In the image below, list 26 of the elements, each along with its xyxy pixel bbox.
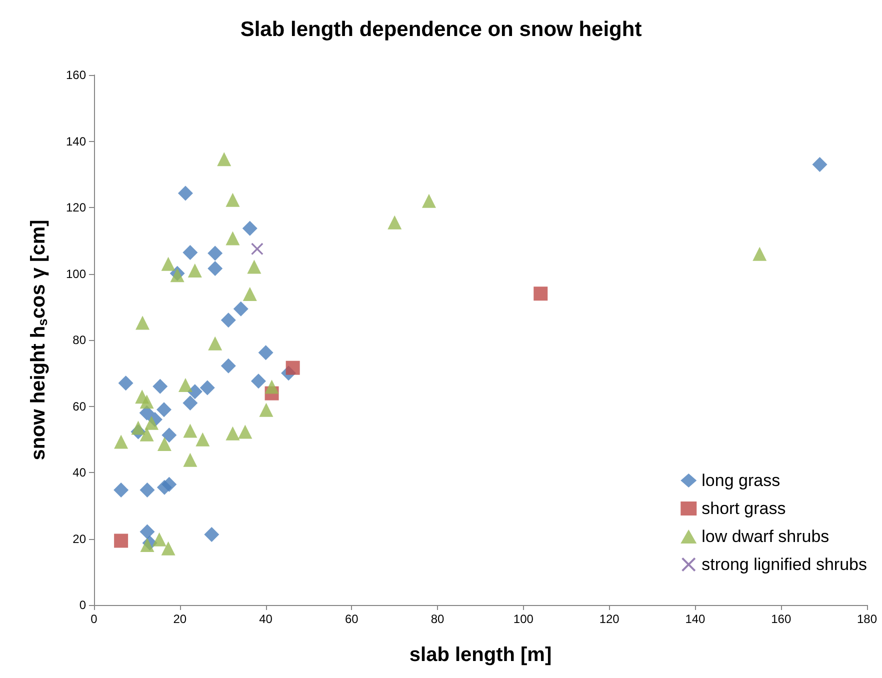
x-tick-label: 40 — [259, 612, 273, 626]
x-tick-label: 160 — [771, 612, 792, 626]
x-axis-title: slab length [m] — [409, 644, 552, 666]
legend-label: short grass — [702, 499, 786, 518]
y-tick-label: 20 — [72, 532, 86, 546]
y-tick-label: 120 — [66, 200, 86, 214]
y-tick-label: 40 — [72, 466, 86, 480]
x-tick-label: 60 — [344, 612, 359, 626]
y-tick-label: 140 — [66, 134, 86, 148]
x-tick-label: 100 — [513, 612, 534, 626]
legend-label: long grass — [702, 471, 780, 490]
x-tick-label: 20 — [173, 612, 187, 626]
legend-label: low dwarf shrubs — [702, 527, 830, 546]
y-tick-label: 100 — [66, 266, 86, 281]
legend-label: strong lignified shrubs — [702, 555, 868, 574]
x-tick-label: 80 — [430, 612, 445, 626]
y-tick-label: 60 — [72, 399, 86, 414]
y-tick-label: 80 — [72, 333, 86, 347]
chart-title: Slab length dependence on snow height — [240, 18, 642, 41]
y-axis-title: snow height hscos γ [cm] — [28, 220, 50, 460]
x-tick-label: 180 — [856, 612, 878, 626]
x-tick-label: 120 — [599, 612, 620, 626]
y-tick-label: 160 — [66, 68, 86, 82]
y-tick-label: 0 — [79, 598, 86, 612]
x-tick-label: 0 — [90, 612, 98, 626]
x-tick-label: 140 — [685, 612, 706, 626]
